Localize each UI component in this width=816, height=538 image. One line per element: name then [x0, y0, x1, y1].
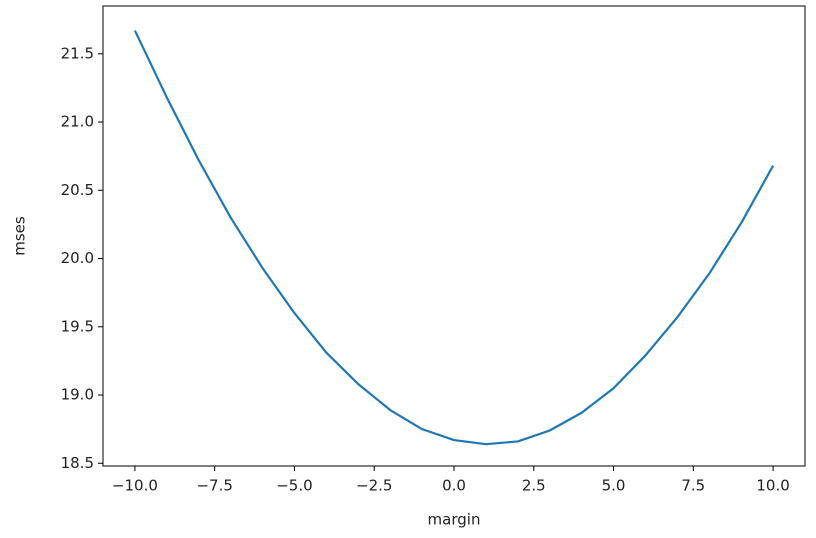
- y-axis-label: mses: [11, 216, 29, 256]
- x-axis-label: margin: [428, 511, 481, 529]
- x-tick-label: 7.5: [681, 477, 705, 495]
- x-tick-label: 2.5: [522, 477, 546, 495]
- x-tick-label: 5.0: [602, 477, 626, 495]
- y-tick-label: 19.5: [61, 317, 94, 335]
- x-tick-label: 10.0: [756, 477, 789, 495]
- y-tick-label: 20.5: [61, 181, 94, 199]
- x-tick-label: 0.0: [442, 477, 466, 495]
- x-tick-label: −7.5: [196, 477, 232, 495]
- x-tick-label: −2.5: [356, 477, 392, 495]
- y-tick-label: 19.0: [61, 386, 94, 404]
- y-tick-label: 21.0: [61, 113, 94, 131]
- y-tick-label: 21.5: [61, 44, 94, 62]
- x-tick-label: −5.0: [276, 477, 312, 495]
- line: [133, 30, 775, 446]
- y-tick-label: 18.5: [61, 454, 94, 472]
- y-tick-label: 20.0: [61, 249, 94, 267]
- plot-frame: [102, 5, 806, 467]
- x-tick-label: −10.0: [112, 477, 158, 495]
